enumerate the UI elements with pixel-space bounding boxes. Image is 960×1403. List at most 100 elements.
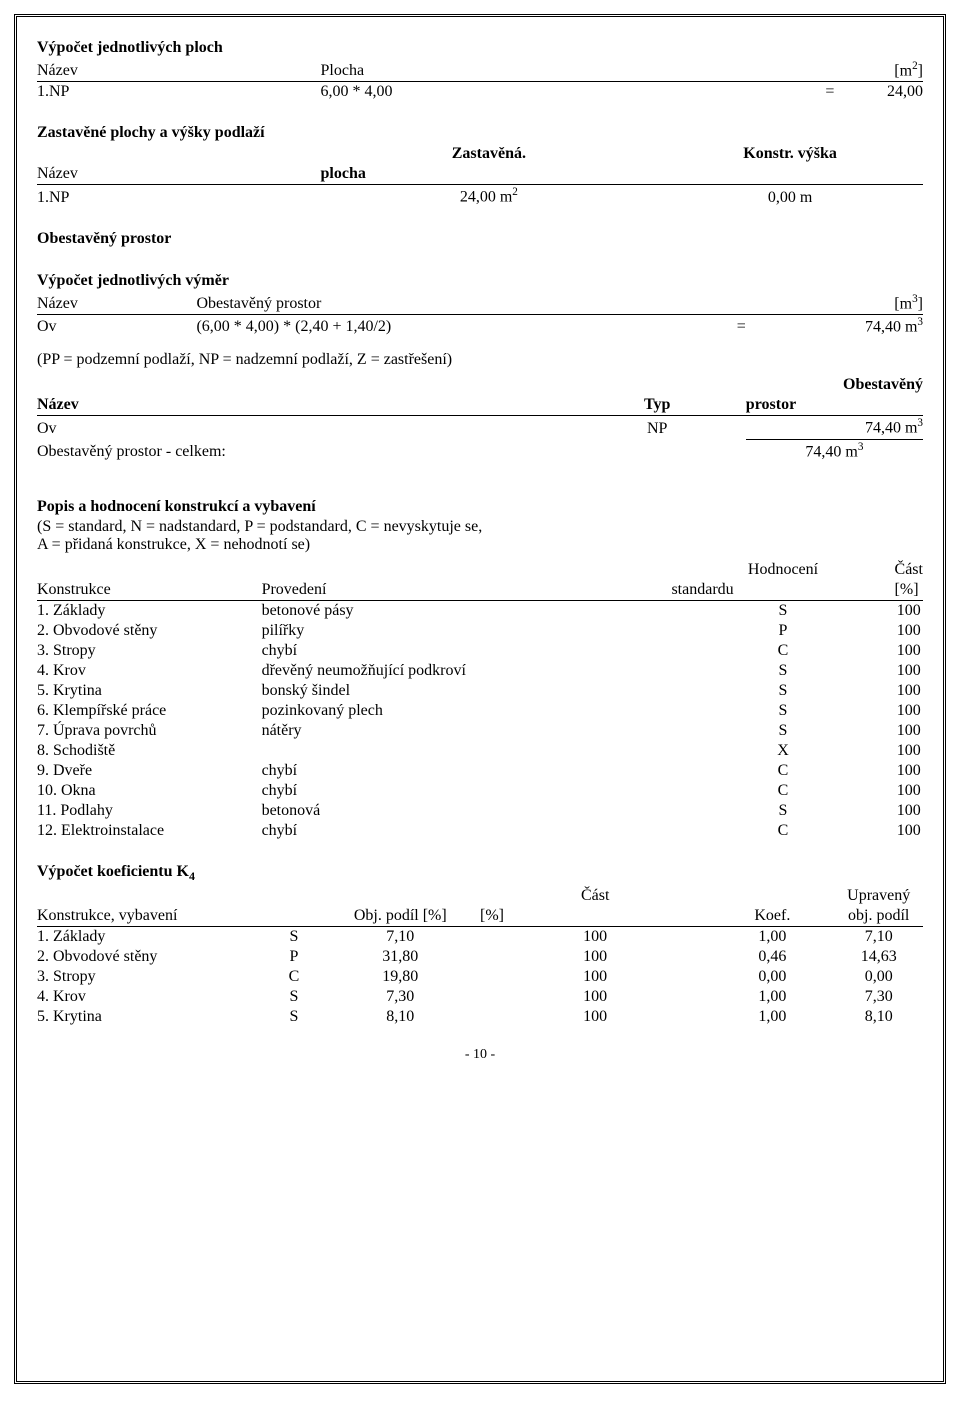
cell: 100	[895, 681, 923, 701]
table-typ: Název Typ Obestavěný prostor Ov NP 74,40…	[37, 375, 923, 462]
table-ploch: Název Plocha [m2] 1.NP 6,00 * 4,00 = 24,…	[37, 59, 923, 102]
table-row: 10. OknachybíC100	[37, 781, 923, 801]
cell: 12. Elektroinstalace	[37, 821, 262, 841]
th: Upravený	[834, 886, 923, 906]
cell: 100	[480, 947, 710, 967]
th: Zastavěná.	[452, 145, 526, 162]
cell: 1,00	[710, 987, 834, 1007]
cell: 8. Schodiště	[37, 741, 262, 761]
cell: 4. Krov	[37, 661, 262, 681]
heading-popis: Popis a hodnocení konstrukcí a vybavení	[37, 498, 923, 516]
cell: 100	[895, 801, 923, 821]
table-row: 3. StropychybíC100	[37, 641, 923, 661]
cell: S	[671, 681, 894, 701]
table-row: 7. Úprava povrchůnátěryS100	[37, 721, 923, 741]
cell: chybí	[262, 821, 672, 841]
cell: 1,00	[710, 927, 834, 948]
cell: nátěry	[262, 721, 672, 741]
cell: NP	[569, 416, 746, 439]
cell: 0,46	[710, 947, 834, 967]
table-row: 4. Krovdřevěný neumožňující podkrovíS100	[37, 661, 923, 681]
table-row: 1. Základybetonové pásyS100	[37, 600, 923, 621]
th: [%]	[480, 906, 710, 927]
cell: 8,10	[834, 1007, 923, 1027]
cell: C	[671, 761, 894, 781]
th-plocha: Plocha	[321, 59, 498, 82]
cell: P	[671, 621, 894, 641]
cell: P	[267, 947, 320, 967]
cell: 74,40 m3	[746, 314, 923, 337]
table-row: 9. DveřechybíC100	[37, 761, 923, 781]
table-k4: Konstrukce, vybavení Obj. podíl [%] Část…	[37, 886, 923, 1027]
th: Název	[37, 292, 196, 315]
cell: 100	[895, 661, 923, 681]
table-row: 11. PodlahybetonováS100	[37, 801, 923, 821]
cell: =	[657, 314, 746, 337]
cell: chybí	[262, 781, 672, 801]
cell: S	[267, 987, 320, 1007]
th: Konstr. výška	[743, 145, 837, 162]
cell: C	[671, 781, 894, 801]
cell: 3. Stropy	[37, 641, 262, 661]
page-number: - 10 -	[37, 1047, 923, 1063]
cell: 7,10	[834, 927, 923, 948]
heading-k4: Výpočet koeficientu K4	[37, 863, 923, 884]
th-nazev: Název	[37, 59, 321, 82]
cell: S	[671, 661, 894, 681]
page-frame: Výpočet jednotlivých ploch Název Plocha …	[14, 14, 946, 1384]
cell: 1.NP	[37, 185, 321, 208]
heading-vymer: Výpočet jednotlivých výměr	[37, 272, 923, 290]
cell: pozinkovaný plech	[262, 701, 672, 721]
cell: 100	[895, 701, 923, 721]
cell: 100	[895, 741, 923, 761]
cell	[262, 741, 672, 761]
cell: 4. Krov	[37, 987, 267, 1007]
cell: 31,80	[321, 947, 480, 967]
table-row: 6. Klempířské prácepozinkovaný plechS100	[37, 701, 923, 721]
cell: 100	[480, 927, 710, 948]
cell: 100	[895, 821, 923, 841]
cell: =	[498, 82, 835, 103]
cell: 14,63	[834, 947, 923, 967]
cell: 1. Základy	[37, 600, 262, 621]
th: prostor	[746, 396, 796, 413]
heading-obest: Obestavěný prostor	[37, 230, 923, 248]
cell: 100	[895, 641, 923, 661]
cell: 3. Stropy	[37, 967, 267, 987]
th: Obj. podíl [%]	[321, 886, 480, 927]
cell: 100	[480, 987, 710, 1007]
cell: S	[267, 927, 320, 948]
th: obj. podíl	[834, 906, 923, 927]
table-row: 1. ZákladyS7,101001,007,10	[37, 927, 923, 948]
th: Konstrukce	[37, 560, 262, 601]
cell: 10. Okna	[37, 781, 262, 801]
th: plocha	[321, 165, 366, 182]
th-unit: [m2]	[834, 59, 923, 82]
cell: 6,00 * 4,00	[321, 82, 498, 103]
table-row: 12. ElektroinstalacechybíC100	[37, 821, 923, 841]
cell: 19,80	[321, 967, 480, 987]
cell: chybí	[262, 761, 672, 781]
note-pp: (PP = podzemní podlaží, NP = nadzemní po…	[37, 351, 923, 369]
cell: S	[267, 1007, 320, 1027]
cell: X	[671, 741, 894, 761]
th: Provedení	[262, 560, 672, 601]
note: A = přidaná konstrukce, X = nehodnotí se…	[37, 536, 923, 554]
cell: 5. Krytina	[37, 681, 262, 701]
table-vymer: Název Obestavěný prostor [m3] Ov (6,00 *…	[37, 292, 923, 338]
cell: 7. Úprava povrchů	[37, 721, 262, 741]
table-zast: Název Zastavěná. Konstr. výška plocha 1.…	[37, 144, 923, 207]
cell: 74,40 m3	[746, 416, 923, 439]
table-konstrukce: Konstrukce Provedení Hodnocení Část stan…	[37, 560, 923, 841]
cell: betonové pásy	[262, 600, 672, 621]
cell: dřevěný neumožňující podkroví	[262, 661, 672, 681]
cell: (6,00 * 4,00) * (2,40 + 1,40/2)	[196, 314, 657, 337]
table-row: 3. StropyC19,801000,000,00	[37, 967, 923, 987]
th: Část	[480, 886, 710, 906]
cell: S	[671, 701, 894, 721]
th: Obestavěný prostor	[196, 292, 657, 315]
cell: 100	[895, 721, 923, 741]
th: Název	[37, 396, 79, 413]
cell: S	[671, 600, 894, 621]
cell: S	[671, 801, 894, 821]
